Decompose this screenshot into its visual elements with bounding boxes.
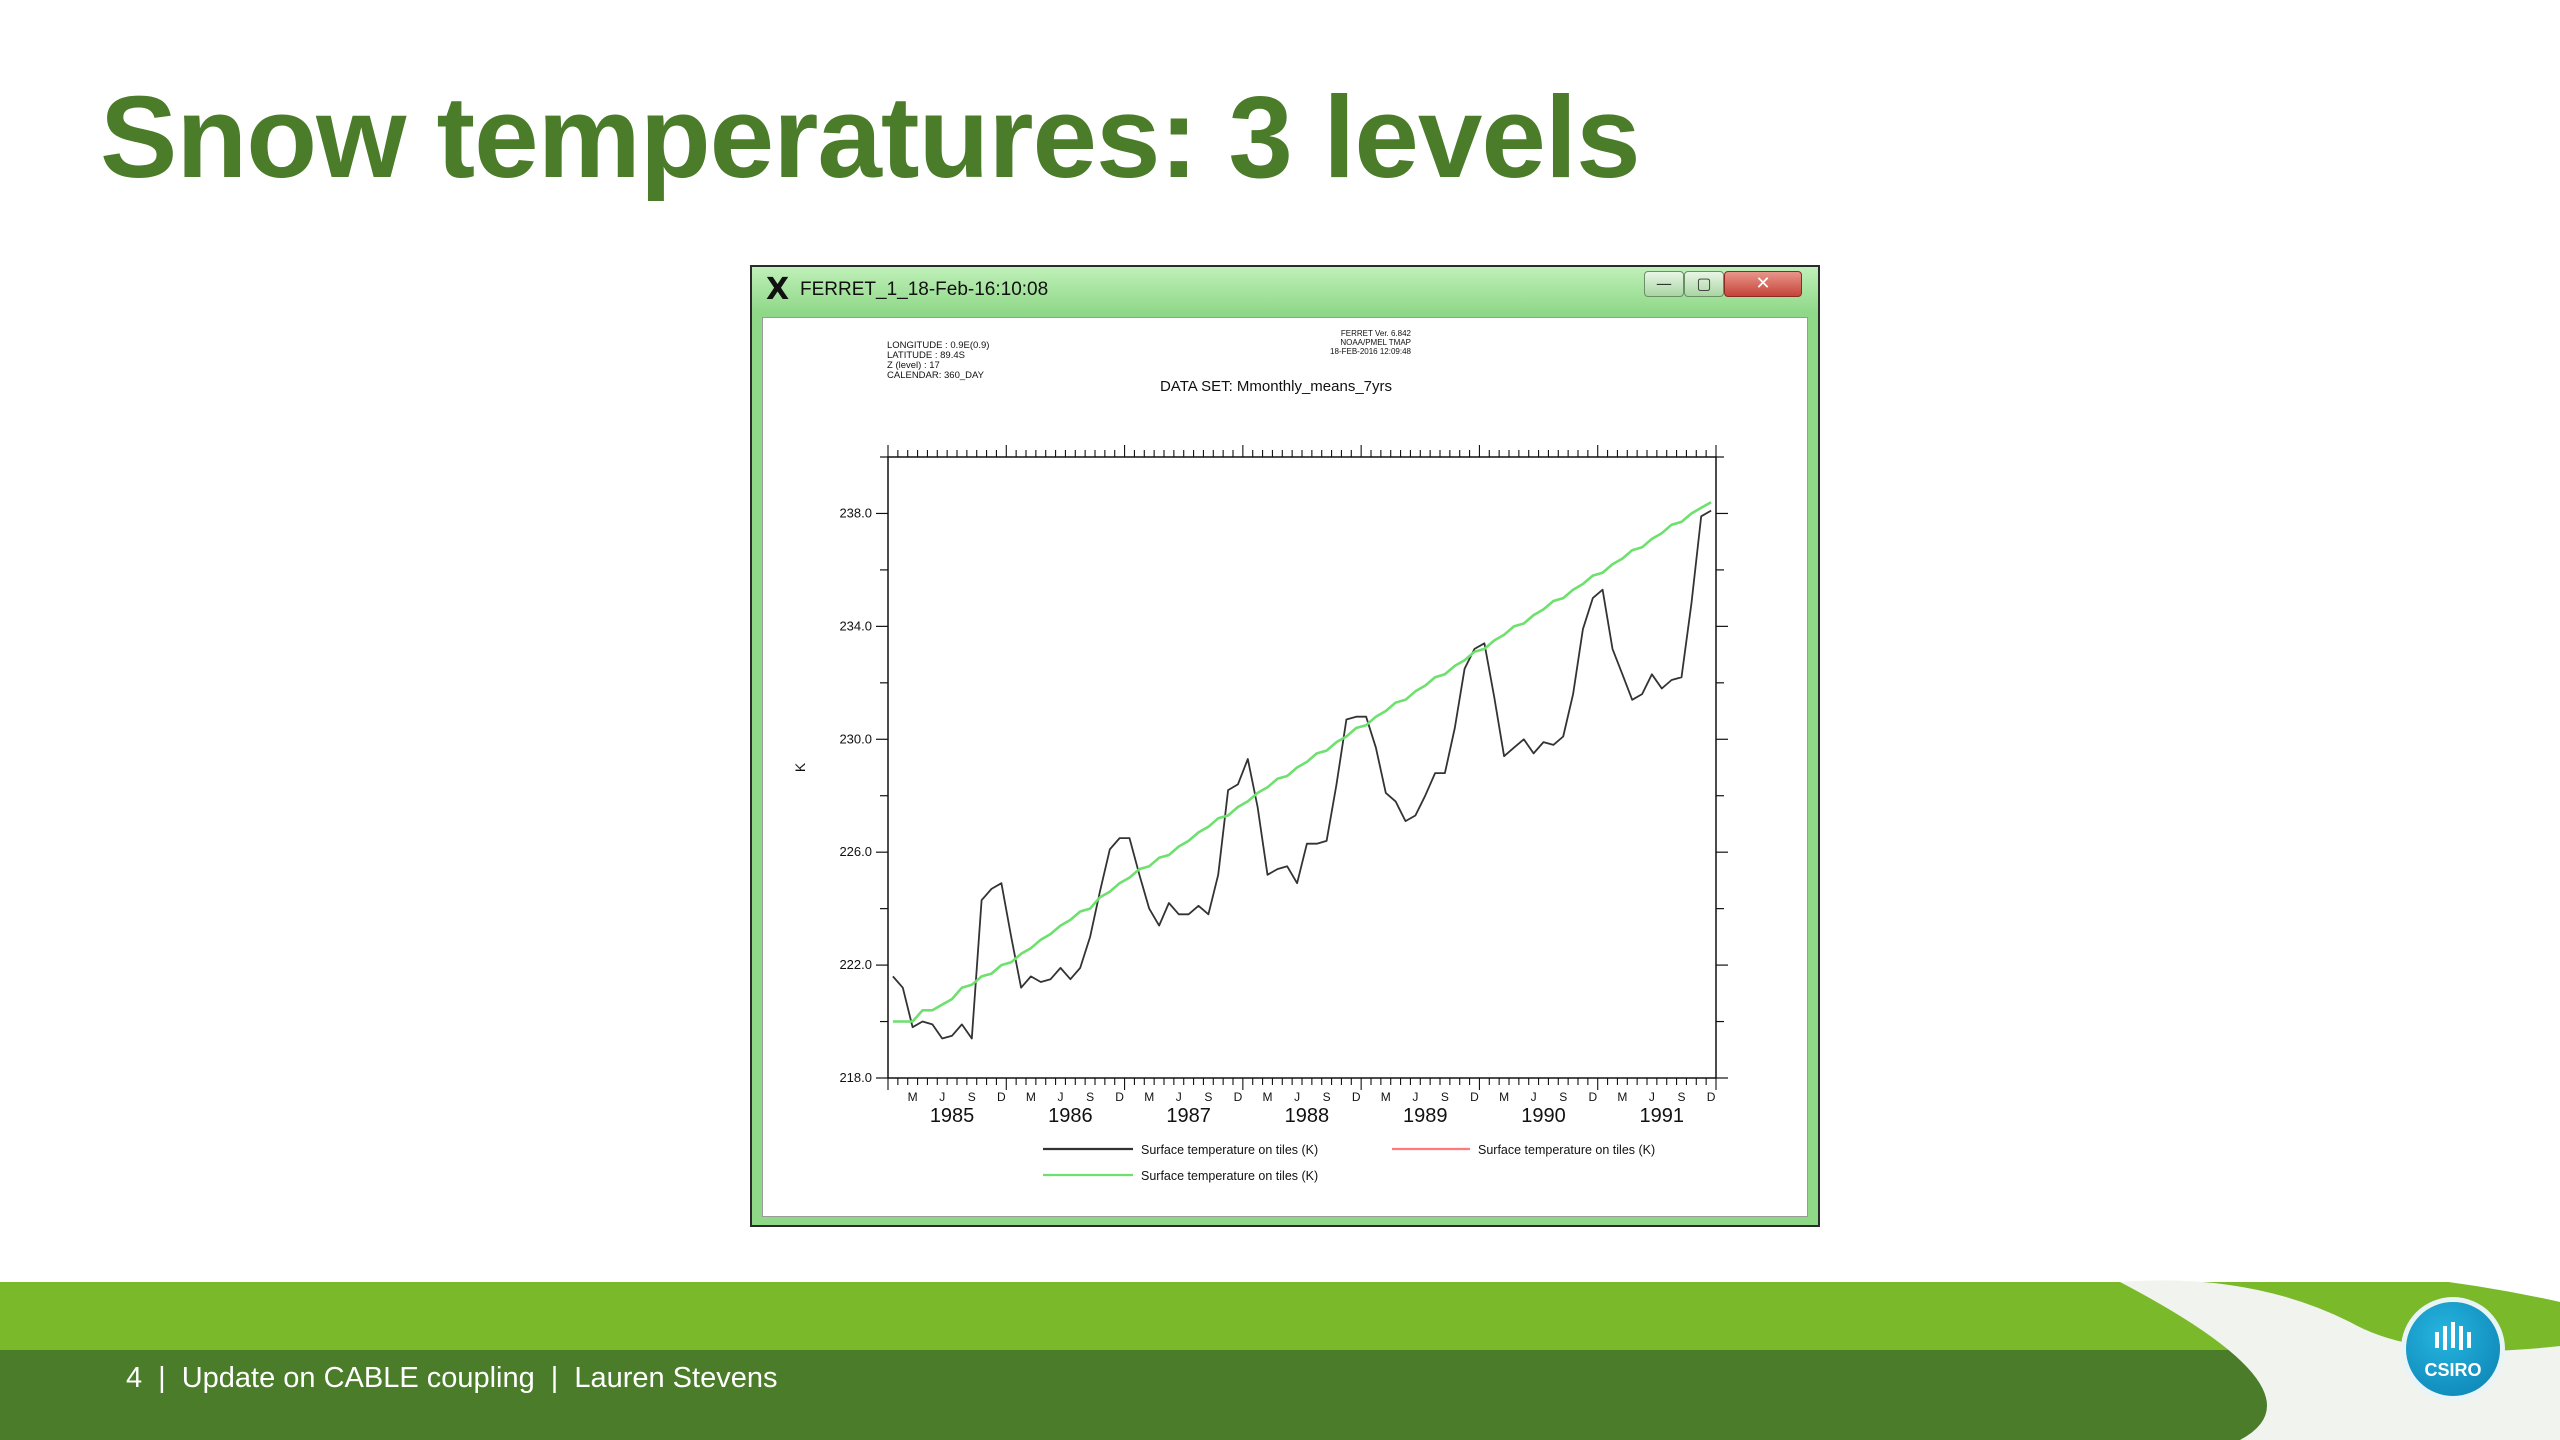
footer-swoosh xyxy=(2120,1262,2560,1440)
x-month-label: S xyxy=(1441,1090,1449,1104)
x-month-label: J xyxy=(1649,1090,1655,1104)
x-year-label: 1990 xyxy=(1521,1105,1566,1127)
logo-text: CSIRO xyxy=(2424,1360,2482,1380)
author-name: Lauren Stevens xyxy=(574,1362,778,1394)
footer-accent-strip xyxy=(0,1282,2560,1350)
window-title: FERRET_1_18-Feb-16:10:08 xyxy=(800,279,1049,300)
x-month-label: J xyxy=(1294,1090,1300,1104)
x-month-label: S xyxy=(1086,1090,1094,1104)
x-month-label: D xyxy=(1707,1090,1716,1104)
x-month-label: M xyxy=(1617,1090,1627,1104)
plot-info-block: LONGITUDE : 0.9E(0.9) LATITUDE : 89.4S Z… xyxy=(887,340,989,381)
footer-text: 4 | Update on CABLE coupling | Lauren Steven… xyxy=(126,1362,777,1395)
x-year-label: 1987 xyxy=(1166,1105,1211,1127)
page-number: 4 xyxy=(126,1362,143,1394)
y-tick-label: 218.0 xyxy=(839,1070,872,1085)
legend-label: Surface temperature on tiles (K) xyxy=(1141,1143,1318,1157)
x-month-label: M xyxy=(1144,1090,1154,1104)
series-line xyxy=(892,509,1712,1040)
window-titlebar[interactable]: X FERRET_1_18-Feb-16:10:08 — ▢ ✕ xyxy=(752,267,1818,313)
csiro-logo-icon xyxy=(2435,1322,2471,1350)
y-tick-label: 226.0 xyxy=(839,844,872,859)
x-month-label: J xyxy=(939,1090,945,1104)
version-block: FERRET Ver. 6.842 NOAA/PMEL TMAP 18-FEB-… xyxy=(1330,329,1412,356)
x-month-label: D xyxy=(1588,1090,1597,1104)
line-chart: LONGITUDE : 0.9E(0.9) LATITUDE : 89.4S Z… xyxy=(792,329,1728,1183)
x-month-label: S xyxy=(1323,1090,1331,1104)
x-month-label: J xyxy=(1531,1090,1537,1104)
talk-title: Update on CABLE coupling xyxy=(181,1362,535,1394)
x-month-label: M xyxy=(1499,1090,1509,1104)
x-month-label: M xyxy=(908,1090,918,1104)
plot-frame xyxy=(887,456,1717,1079)
y-tick-label: 230.0 xyxy=(839,731,872,746)
plot-canvas: LONGITUDE : 0.9E(0.9) LATITUDE : 89.4S Z… xyxy=(762,317,1808,1217)
x-month-label: J xyxy=(1058,1090,1064,1104)
csiro-logo: CSIRO xyxy=(2406,1302,2500,1396)
slide-title: Snow temperatures: 3 levels xyxy=(100,72,1641,202)
footer-band xyxy=(0,1350,2560,1440)
x-month-label: D xyxy=(1470,1090,1479,1104)
ferret-plot-window: X FERRET_1_18-Feb-16:10:08 — ▢ ✕ LONGITU… xyxy=(750,265,1820,1227)
x-month-label: S xyxy=(1559,1090,1567,1104)
y-axis-label: K xyxy=(792,762,808,772)
close-button[interactable]: ✕ xyxy=(1724,271,1802,297)
x-year-label: 1988 xyxy=(1285,1105,1330,1127)
x-month-label: D xyxy=(1352,1090,1361,1104)
x-month-label: D xyxy=(1234,1090,1243,1104)
x-month-label: S xyxy=(1204,1090,1212,1104)
info-line: Z (level) : 17 xyxy=(887,360,940,371)
series-line xyxy=(892,501,1712,1023)
x-month-label: J xyxy=(1412,1090,1418,1104)
x-month-label: S xyxy=(968,1090,976,1104)
x-year-label: 1991 xyxy=(1640,1105,1685,1127)
x-window-icon: X xyxy=(766,272,790,307)
x-month-label: M xyxy=(1026,1090,1036,1104)
x-year-label: 1989 xyxy=(1403,1105,1448,1127)
x-month-label: M xyxy=(1263,1090,1273,1104)
version-line: 18-FEB-2016 12:09:48 xyxy=(1330,347,1411,356)
info-line: LONGITUDE : 0.9E(0.9) xyxy=(887,340,989,351)
y-tick-label: 222.0 xyxy=(839,957,872,972)
axes-layer: 218.0 222.0 226.0 230.0 234.0 238.0 K M J S D M J S D M… xyxy=(792,445,1728,1127)
info-line: CALENDAR: 360_DAY xyxy=(887,370,985,381)
x-month-label: D xyxy=(997,1090,1006,1104)
footer-separator: | xyxy=(158,1362,166,1394)
minimize-button[interactable]: — xyxy=(1644,271,1684,297)
legend-label: Surface temperature on tiles (K) xyxy=(1478,1143,1655,1157)
info-line: LATITUDE : 89.4S xyxy=(887,350,965,361)
maximize-button[interactable]: ▢ xyxy=(1684,271,1724,297)
x-month-label: D xyxy=(1115,1090,1124,1104)
series-layer xyxy=(892,501,1712,1040)
x-year-label: 1985 xyxy=(930,1105,975,1127)
y-tick-label: 238.0 xyxy=(839,505,872,520)
x-month-label: S xyxy=(1677,1090,1685,1104)
footer-separator: | xyxy=(550,1362,559,1394)
y-tick-label: 234.0 xyxy=(839,618,872,633)
version-line: NOAA/PMEL TMAP xyxy=(1340,338,1411,347)
x-year-label: 1986 xyxy=(1048,1105,1093,1127)
legend-label: Surface temperature on tiles (K) xyxy=(1141,1169,1318,1183)
x-month-label: J xyxy=(1176,1090,1182,1104)
version-line: FERRET Ver. 6.842 xyxy=(1341,329,1412,338)
dataset-label: DATA SET: Mmonthly_means_7yrs xyxy=(1160,378,1392,395)
x-month-label: M xyxy=(1381,1090,1391,1104)
legend: Surface temperature on tiles (K) Surface … xyxy=(1043,1143,1655,1183)
